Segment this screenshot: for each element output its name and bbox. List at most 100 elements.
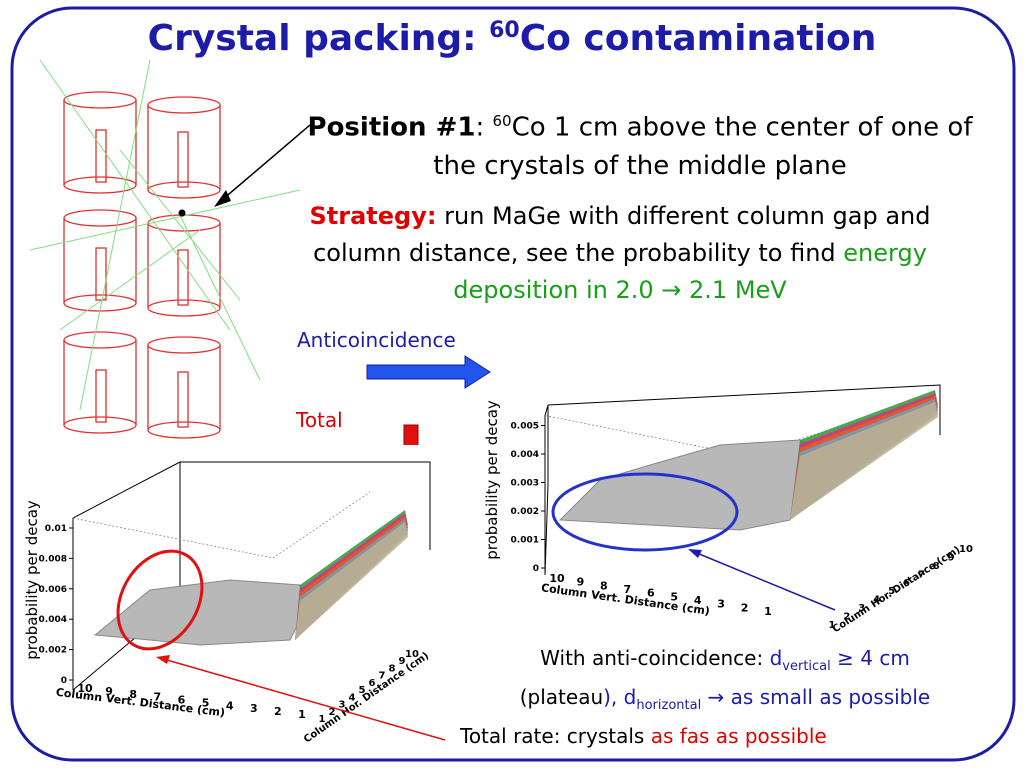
text: ≥ 4 cm — [830, 646, 910, 670]
x-tick-label: 6 — [647, 587, 655, 600]
z-tick-label: 2 — [329, 707, 336, 718]
z-tick-label: 6 — [903, 578, 910, 589]
title-sup: 60 — [489, 18, 520, 43]
z-tick-label: 4 — [873, 595, 880, 606]
y-tick-label: 0.006 — [39, 585, 67, 595]
x-tick-label: 4 — [226, 699, 234, 712]
arrow-head — [156, 655, 170, 664]
z-tick-label: 7 — [379, 671, 386, 682]
text: (plateau — [519, 685, 604, 709]
surface-ramp — [295, 522, 408, 640]
slide-frame — [10, 6, 1016, 762]
text: as fas as possible — [650, 724, 827, 748]
x-tick-label: 3 — [250, 702, 258, 715]
y-tick-label: 0 — [533, 564, 539, 574]
track-lines — [29, 59, 301, 411]
crystal-drawing — [63, 91, 221, 439]
x-tick-label: 1 — [764, 605, 772, 618]
surface-ramp — [790, 402, 938, 520]
x-tick-label: 2 — [741, 601, 749, 614]
text: Co 1 cm above the center of one of the c… — [433, 112, 973, 181]
text: : — [475, 112, 493, 143]
y-tick-label: 0.002 — [39, 646, 67, 656]
highlight-ellipse — [116, 549, 204, 651]
z-tick-label: 3 — [858, 603, 865, 614]
z-tick-label: 10 — [405, 649, 419, 660]
x-tick-label: 8 — [600, 579, 608, 592]
z-tick-label: 1 — [829, 620, 836, 631]
y-tick-label: 0.002 — [511, 507, 539, 517]
z-tick-label: 7 — [918, 569, 925, 580]
pointer — [691, 550, 836, 611]
plot-box — [180, 461, 431, 550]
z-tick-label: 4 — [349, 692, 356, 703]
title-text: Crystal packing: — [147, 18, 490, 59]
text: ), d — [603, 685, 637, 709]
y-tick-label: 0.008 — [39, 554, 67, 564]
z-tick-label: 5 — [359, 685, 366, 696]
arrow-head — [214, 190, 231, 207]
label: Total — [296, 408, 343, 432]
y-tick-label: 0 — [61, 676, 67, 686]
arrow-head — [688, 549, 702, 558]
x-tick-label: 9 — [105, 685, 113, 698]
z-tick-label: 1 — [319, 714, 326, 725]
label: Anticoincidence — [297, 328, 456, 352]
x-tick-label: 7 — [624, 583, 632, 596]
sup: 60 — [492, 112, 512, 130]
z-tick-label: 2 — [843, 612, 850, 623]
y-tick-label: 0.01 — [45, 524, 67, 534]
source-dot — [178, 209, 186, 217]
x-tick-label: 9 — [577, 576, 585, 589]
text: With anti-coincidence: — [540, 646, 770, 670]
x-tick-label: 6 — [178, 694, 186, 707]
z-tick-label: 3 — [339, 700, 346, 711]
plot-box — [547, 384, 941, 435]
text: run MaGe with different column gap and c… — [313, 202, 931, 267]
caption: With anti-coincidence: dvertical ≥ 4 cm (… — [470, 643, 980, 721]
text: Total rate: crystals — [460, 724, 651, 748]
y-tick-label: 0.005 — [511, 422, 539, 432]
pointer — [221, 124, 311, 201]
position-label: Position #1 — [307, 112, 476, 143]
z-tick-label: 8 — [389, 663, 396, 674]
y-tick-label: 0.001 — [511, 536, 539, 546]
text: d — [769, 646, 783, 670]
x-tick-label: 7 — [154, 691, 162, 704]
z-tick-label: 6 — [369, 678, 376, 689]
sub: vertical — [782, 659, 831, 674]
caption: Total rate: crystals as fas as possible — [460, 724, 827, 748]
x-tick-label: 8 — [129, 688, 137, 701]
x-tick-label: 5 — [670, 590, 678, 603]
y-axis-title: probability per decay — [483, 400, 501, 560]
sub: horizontal — [636, 698, 702, 713]
highlight-ellipse — [551, 472, 739, 552]
y-tick-label: 0.003 — [511, 479, 539, 489]
x-tick-label: 10 — [549, 572, 565, 585]
x-tick-label: 3 — [717, 598, 725, 611]
strategy-label: Strategy: — [309, 202, 437, 230]
y-axis-title: probability per decay — [23, 500, 41, 660]
y-tick-label: 0.004 — [39, 615, 67, 625]
y-tick-label: 0.004 — [511, 450, 539, 460]
z-tick-label: 5 — [888, 586, 895, 597]
x-tick-label: 2 — [274, 705, 282, 718]
highlight: energy deposition in 2.0 → 2.1 MeV — [453, 239, 927, 304]
position-text: Position #1: 60Co 1 cm above the center … — [300, 102, 980, 185]
text: → as small as possible — [701, 685, 931, 709]
x-tick-label: 10 — [77, 682, 93, 695]
z-tick-label: 9 — [399, 656, 406, 667]
z-tick-label: 10 — [959, 544, 973, 555]
strategy-text: Strategy: run MaGe with different column… — [280, 198, 960, 309]
blue-arrow — [366, 355, 491, 389]
x-tick-label: 4 — [694, 594, 702, 607]
title-text: Co contamination — [519, 18, 877, 59]
title: Crystal packing: 60Co contamination — [0, 18, 1024, 59]
z-tick-label: 9 — [948, 552, 955, 563]
x-tick-label: 5 — [202, 696, 210, 709]
z-tick-label: 8 — [933, 561, 940, 572]
pointer — [159, 657, 446, 741]
x-tick-label: 1 — [298, 708, 306, 721]
